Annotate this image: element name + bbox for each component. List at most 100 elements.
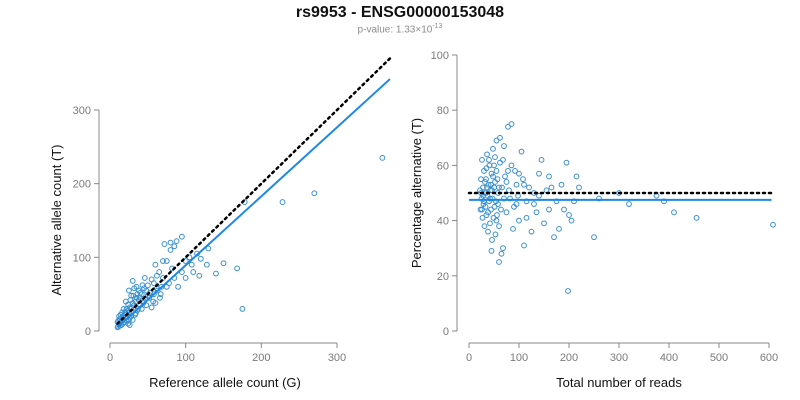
data-point	[478, 176, 484, 183]
y-tick-label: 100	[73, 252, 91, 264]
data-point	[479, 214, 486, 221]
data-point	[120, 306, 127, 312]
chart-title: rs9953 - ENSG00000153048	[295, 4, 505, 21]
data-point	[571, 198, 577, 205]
data-point	[505, 123, 511, 130]
data-point	[141, 285, 147, 292]
data-point	[501, 143, 507, 149]
data-point	[546, 173, 552, 180]
data-point	[150, 298, 157, 305]
data-point	[565, 288, 571, 294]
y-tick-label: 200	[73, 179, 91, 191]
y-axis-title: Alternative allele count (T)	[49, 144, 64, 295]
data-point	[481, 223, 488, 230]
y-tick-label: 100	[431, 50, 449, 62]
data-point	[479, 156, 485, 163]
data-point	[498, 250, 505, 257]
data-point	[521, 242, 527, 249]
data-point	[157, 294, 163, 301]
data-point	[220, 260, 227, 267]
data-point	[484, 151, 490, 158]
reference-line	[116, 57, 392, 325]
x-axis-title: Reference allele count (G)	[149, 375, 301, 390]
data-point	[693, 214, 700, 221]
data-point	[483, 165, 490, 172]
data-point	[661, 198, 667, 205]
data-point	[167, 239, 174, 246]
data-point	[489, 195, 496, 202]
data-point	[568, 217, 575, 224]
data-point	[175, 283, 182, 290]
data-point	[190, 269, 197, 275]
data-point	[573, 173, 580, 180]
data-point	[626, 201, 632, 207]
data-point	[538, 156, 545, 163]
data-point	[129, 278, 136, 284]
data-point	[528, 228, 535, 235]
data-point	[114, 324, 121, 331]
data-point	[171, 243, 178, 250]
data-point	[671, 209, 677, 216]
data-point	[490, 145, 496, 152]
x-tick-label: 300	[610, 352, 628, 364]
data-point	[591, 234, 597, 241]
data-point	[516, 217, 522, 224]
data-point	[489, 237, 495, 243]
data-point	[500, 156, 506, 163]
data-point	[521, 181, 527, 188]
y-tick-label: 60	[437, 160, 449, 172]
data-point	[503, 179, 510, 185]
data-point	[126, 287, 132, 294]
y-tick-label: 0	[443, 326, 449, 338]
y-tick-label: 300	[73, 105, 91, 117]
data-point	[491, 203, 498, 210]
data-point	[239, 306, 246, 312]
data-point	[196, 272, 203, 279]
data-point	[520, 176, 526, 183]
data-point	[495, 201, 501, 207]
data-point	[513, 181, 520, 188]
scatter-panel-1: 0 100 200 300 0 100 200 300 Reference allele cou…	[49, 57, 392, 390]
data-point	[498, 206, 504, 213]
data-point	[523, 198, 530, 205]
data-point	[136, 294, 143, 301]
data-point	[492, 154, 498, 161]
scatter-panel-2: 0 100 200 300 400 500 600 0 20 40 60 80 100 Total num…	[409, 50, 778, 390]
x-tick-label: 0	[107, 352, 113, 364]
chart-subtitle: p-value: 1.33×10-13	[0, 23, 800, 35]
data-point	[505, 168, 511, 174]
data-point	[178, 233, 185, 240]
data-point	[480, 201, 487, 207]
data-point	[596, 195, 602, 202]
data-point	[576, 184, 582, 191]
data-point	[490, 173, 496, 180]
data-point	[510, 225, 516, 232]
data-point	[154, 272, 160, 279]
data-point	[128, 292, 135, 299]
data-point	[531, 201, 537, 207]
data-point	[139, 282, 146, 289]
data-point	[566, 212, 572, 218]
data-point	[556, 225, 562, 232]
data-point	[167, 247, 174, 253]
data-point	[500, 245, 506, 252]
data-point	[152, 261, 159, 268]
data-point	[487, 195, 493, 202]
data-point	[508, 121, 515, 127]
data-point	[493, 217, 500, 224]
data-point	[188, 261, 195, 268]
data-point	[548, 184, 555, 191]
data-point	[154, 287, 161, 294]
data-point	[203, 261, 210, 268]
data-point	[508, 162, 515, 169]
data-point	[197, 255, 204, 262]
data-point	[131, 285, 138, 292]
data-point	[182, 275, 189, 281]
data-point	[541, 220, 547, 227]
data-point	[234, 265, 241, 272]
data-point	[496, 223, 502, 230]
data-point	[157, 291, 164, 298]
data-point	[132, 298, 139, 305]
data-point	[551, 234, 557, 241]
